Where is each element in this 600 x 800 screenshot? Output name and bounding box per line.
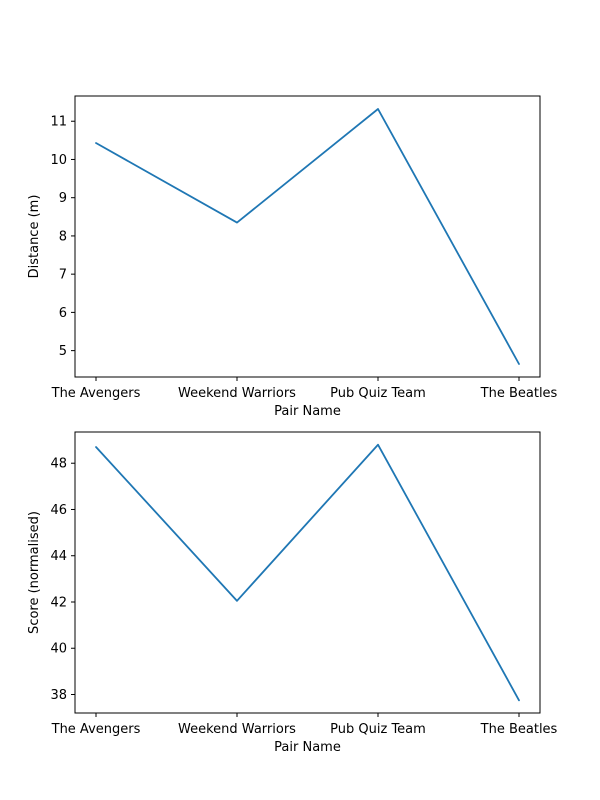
chart-score: The Avengers Weekend Warriors Pub Quiz Tea… [27, 431, 558, 755]
y-tick-label: 8 [59, 229, 67, 244]
y-tick-label: 9 [59, 191, 67, 206]
series-line-0 [95, 443, 520, 702]
y-tick-label: 38 [50, 688, 67, 703]
x-tick-label: The Beatles [480, 386, 558, 401]
y-tick-label: 44 [50, 549, 67, 564]
x-tick-label: The Avengers [51, 386, 141, 401]
x-tick-label: The Avengers [51, 722, 141, 737]
x-axis-label: Pair Name [274, 404, 341, 419]
chart-distance: The Avengers Weekend Warriors Pub Quiz Tea… [27, 95, 558, 419]
y-tick-label: 46 [50, 503, 67, 518]
x-tick-label: Weekend Warriors [178, 722, 296, 737]
y-tick-label: 10 [50, 153, 67, 168]
y-axis-label: Distance (m) [27, 195, 42, 279]
y-tick-label: 48 [50, 457, 67, 472]
plot-frame [74, 95, 541, 378]
x-tick-label: Weekend Warriors [178, 386, 296, 401]
y-tick-label: 7 [59, 268, 67, 283]
x-tick-label: Pub Quiz Team [330, 722, 426, 737]
y-tick-label: 42 [50, 595, 67, 610]
y-tick-label: 5 [59, 344, 67, 359]
y-tick-label: 40 [50, 642, 67, 657]
y-tick-label: 11 [50, 115, 67, 130]
y-axis-label: Score (normalised) [27, 511, 42, 634]
x-tick-label: Pub Quiz Team [330, 386, 426, 401]
series-line-0 [95, 108, 520, 365]
plot-frame [74, 431, 541, 714]
y-tick-label: 6 [59, 306, 67, 321]
x-axis-label: Pair Name [274, 740, 341, 755]
x-tick-label: The Beatles [480, 722, 558, 737]
